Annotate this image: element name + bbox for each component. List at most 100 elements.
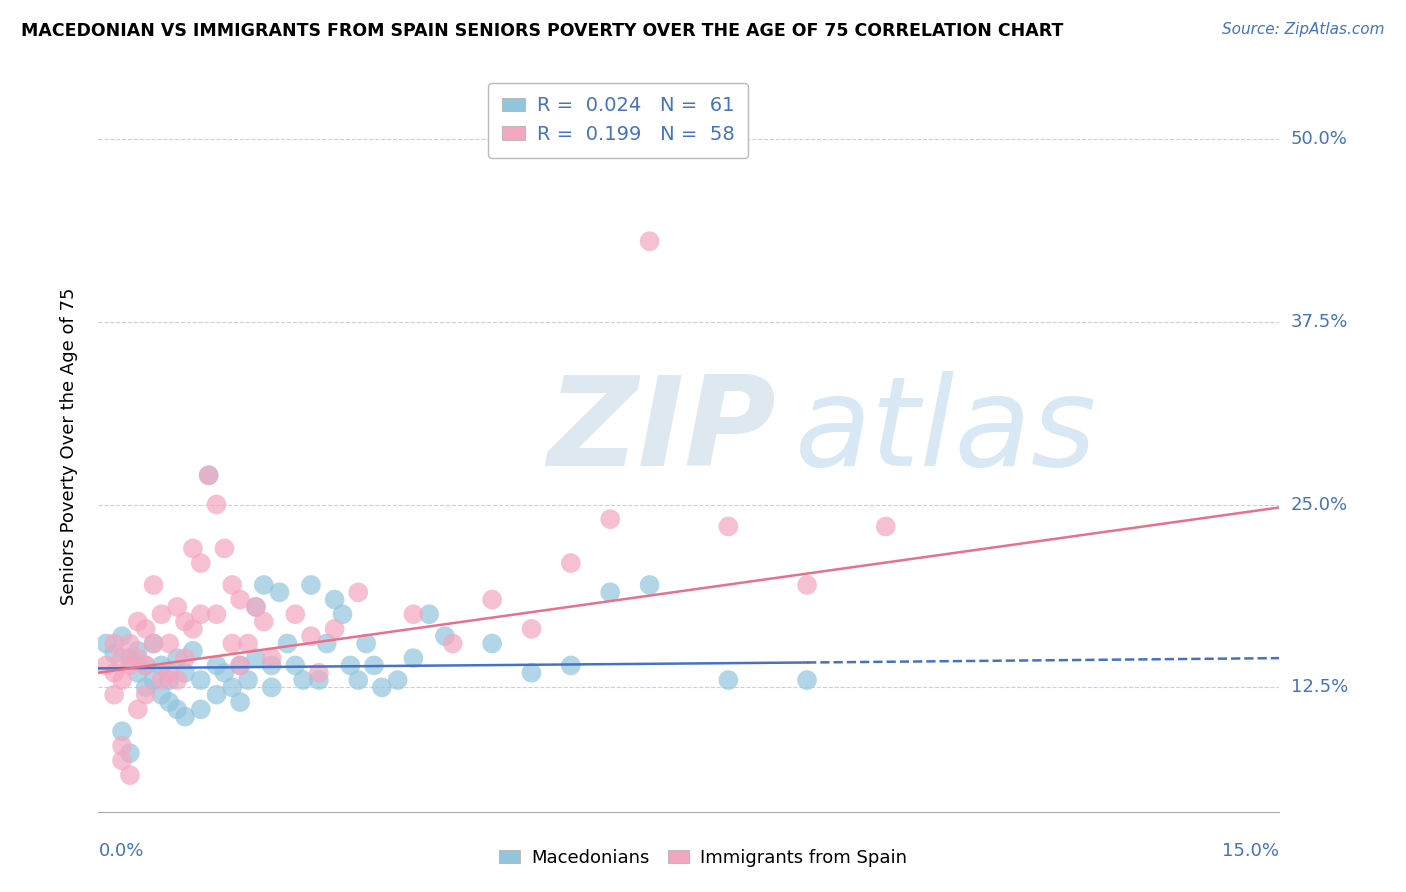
Text: 25.0%: 25.0% bbox=[1291, 496, 1348, 514]
Point bbox=[245, 599, 267, 614]
Point bbox=[111, 754, 134, 768]
Point bbox=[418, 607, 440, 622]
Legend: Macedonians, Immigrants from Spain: Macedonians, Immigrants from Spain bbox=[492, 842, 914, 874]
Point bbox=[150, 673, 173, 687]
Point bbox=[190, 607, 212, 622]
Point bbox=[96, 636, 118, 650]
Point bbox=[142, 636, 165, 650]
Point bbox=[174, 615, 197, 629]
Point bbox=[260, 681, 283, 695]
Point bbox=[236, 673, 259, 687]
Point bbox=[142, 673, 165, 687]
Point bbox=[347, 673, 370, 687]
Point bbox=[135, 658, 157, 673]
Point bbox=[717, 673, 740, 687]
Point bbox=[205, 607, 228, 622]
Point bbox=[118, 658, 141, 673]
Point bbox=[214, 541, 236, 556]
Point bbox=[560, 658, 582, 673]
Point bbox=[308, 665, 330, 680]
Point bbox=[245, 599, 267, 614]
Point bbox=[253, 615, 276, 629]
Point bbox=[135, 622, 157, 636]
Point bbox=[441, 636, 464, 650]
Point bbox=[197, 468, 219, 483]
Point bbox=[181, 541, 204, 556]
Point bbox=[103, 688, 125, 702]
Point bbox=[111, 724, 134, 739]
Point bbox=[197, 468, 219, 483]
Point bbox=[229, 695, 252, 709]
Point bbox=[181, 644, 204, 658]
Point bbox=[402, 651, 425, 665]
Point bbox=[875, 519, 897, 533]
Point bbox=[127, 665, 149, 680]
Point bbox=[118, 636, 141, 650]
Text: 15.0%: 15.0% bbox=[1222, 842, 1279, 860]
Point bbox=[299, 578, 322, 592]
Point bbox=[299, 629, 322, 643]
Point bbox=[260, 651, 283, 665]
Point bbox=[236, 636, 259, 650]
Point bbox=[315, 636, 337, 650]
Point bbox=[387, 673, 409, 687]
Point bbox=[599, 585, 621, 599]
Point bbox=[221, 681, 243, 695]
Point bbox=[245, 651, 267, 665]
Text: 12.5%: 12.5% bbox=[1291, 679, 1348, 697]
Point bbox=[111, 651, 134, 665]
Point bbox=[103, 636, 125, 650]
Point bbox=[638, 578, 661, 592]
Point bbox=[118, 746, 141, 760]
Point bbox=[127, 644, 149, 658]
Point bbox=[127, 651, 149, 665]
Point bbox=[284, 658, 307, 673]
Point bbox=[796, 673, 818, 687]
Text: 0.0%: 0.0% bbox=[98, 842, 143, 860]
Point bbox=[127, 615, 149, 629]
Point bbox=[308, 673, 330, 687]
Point bbox=[481, 592, 503, 607]
Point bbox=[135, 688, 157, 702]
Point bbox=[520, 622, 543, 636]
Point bbox=[111, 673, 134, 687]
Text: atlas: atlas bbox=[796, 371, 1097, 491]
Point bbox=[127, 702, 149, 716]
Point bbox=[166, 651, 188, 665]
Point bbox=[111, 629, 134, 643]
Point bbox=[190, 702, 212, 716]
Point bbox=[229, 592, 252, 607]
Point bbox=[284, 607, 307, 622]
Point bbox=[260, 658, 283, 673]
Point bbox=[96, 658, 118, 673]
Point bbox=[205, 658, 228, 673]
Point bbox=[221, 578, 243, 592]
Point bbox=[323, 622, 346, 636]
Point bbox=[118, 768, 141, 782]
Point bbox=[481, 636, 503, 650]
Point bbox=[190, 556, 212, 570]
Point bbox=[214, 665, 236, 680]
Text: MACEDONIAN VS IMMIGRANTS FROM SPAIN SENIORS POVERTY OVER THE AGE OF 75 CORRELATI: MACEDONIAN VS IMMIGRANTS FROM SPAIN SENI… bbox=[21, 22, 1063, 40]
Point bbox=[174, 709, 197, 723]
Point bbox=[229, 658, 252, 673]
Point bbox=[560, 556, 582, 570]
Point bbox=[157, 673, 180, 687]
Point bbox=[205, 498, 228, 512]
Text: Source: ZipAtlas.com: Source: ZipAtlas.com bbox=[1222, 22, 1385, 37]
Point bbox=[402, 607, 425, 622]
Point bbox=[599, 512, 621, 526]
Point bbox=[292, 673, 315, 687]
Point bbox=[796, 578, 818, 592]
Point bbox=[142, 578, 165, 592]
Point bbox=[135, 658, 157, 673]
Text: 37.5%: 37.5% bbox=[1291, 313, 1348, 331]
Point bbox=[205, 688, 228, 702]
Point bbox=[166, 702, 188, 716]
Point bbox=[339, 658, 361, 673]
Point bbox=[166, 673, 188, 687]
Point bbox=[433, 629, 456, 643]
Text: ZIP: ZIP bbox=[547, 371, 776, 491]
Point bbox=[371, 681, 394, 695]
Legend: R =  0.024   N =  61, R =  0.199   N =  58: R = 0.024 N = 61, R = 0.199 N = 58 bbox=[488, 83, 748, 158]
